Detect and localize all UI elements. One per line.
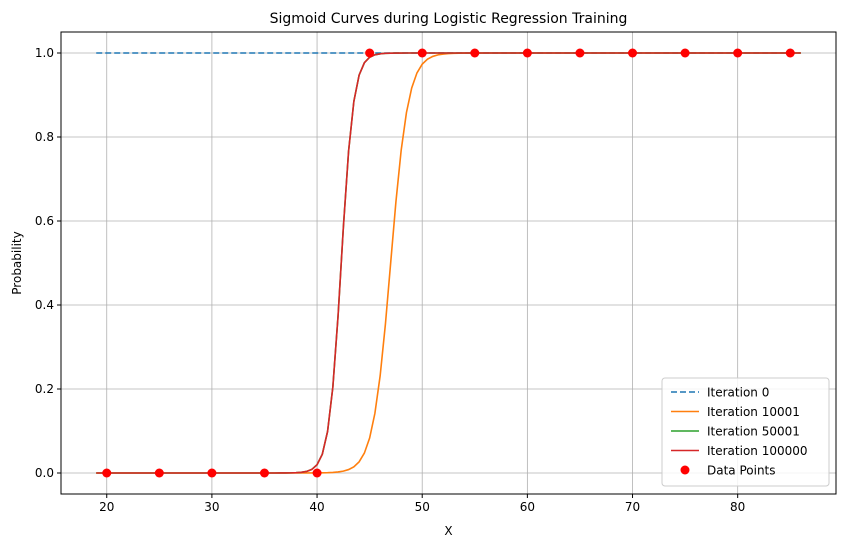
y-tick-label: 0.8 xyxy=(35,130,54,144)
y-tick-label: 0.0 xyxy=(35,466,54,480)
y-axis: 0.0 0.2 0.4 0.6 0.8 1.0 xyxy=(35,46,61,480)
chart-title: Sigmoid Curves during Logistic Regressio… xyxy=(270,11,628,27)
legend-box xyxy=(661,377,830,487)
data-point xyxy=(259,468,269,478)
legend-label: Iteration 0 xyxy=(707,386,769,400)
data-point xyxy=(102,468,112,478)
x-tick-label: 80 xyxy=(730,500,745,514)
x-axis-label: X xyxy=(444,524,452,538)
x-axis: 20 30 40 50 60 70 80 xyxy=(99,494,745,514)
y-tick-label: 0.2 xyxy=(35,382,54,396)
x-tick-label: 30 xyxy=(204,500,219,514)
data-point xyxy=(733,48,743,58)
x-tick-label: 20 xyxy=(99,500,114,514)
y-tick-label: 0.4 xyxy=(35,298,54,312)
data-points-layer xyxy=(102,48,795,478)
legend-label: Iteration 100000 xyxy=(707,444,808,458)
data-point xyxy=(365,48,375,58)
data-point xyxy=(207,468,217,478)
data-point xyxy=(470,48,480,58)
legend-label: Data Points xyxy=(707,464,776,478)
legend-swatch xyxy=(680,465,690,475)
x-tick-label: 40 xyxy=(309,500,324,514)
y-tick-label: 1.0 xyxy=(35,46,54,60)
data-point xyxy=(417,48,427,58)
x-tick-label: 70 xyxy=(625,500,640,514)
data-point xyxy=(312,468,322,478)
legend-label: Iteration 50001 xyxy=(707,425,800,439)
legend-label: Iteration 10001 xyxy=(707,405,800,419)
data-point xyxy=(154,468,164,478)
legend: Iteration 0 Iteration 10001 Iteration 5000… xyxy=(661,377,830,487)
x-tick-label: 50 xyxy=(415,500,430,514)
data-point xyxy=(680,48,690,58)
data-point xyxy=(628,48,638,58)
x-tick-label: 60 xyxy=(520,500,535,514)
plot-frame xyxy=(60,31,837,495)
data-point xyxy=(785,48,795,58)
data-point xyxy=(522,48,532,58)
y-tick-label: 0.6 xyxy=(35,214,54,228)
data-point xyxy=(575,48,585,58)
y-axis-label: Probability xyxy=(10,231,24,294)
